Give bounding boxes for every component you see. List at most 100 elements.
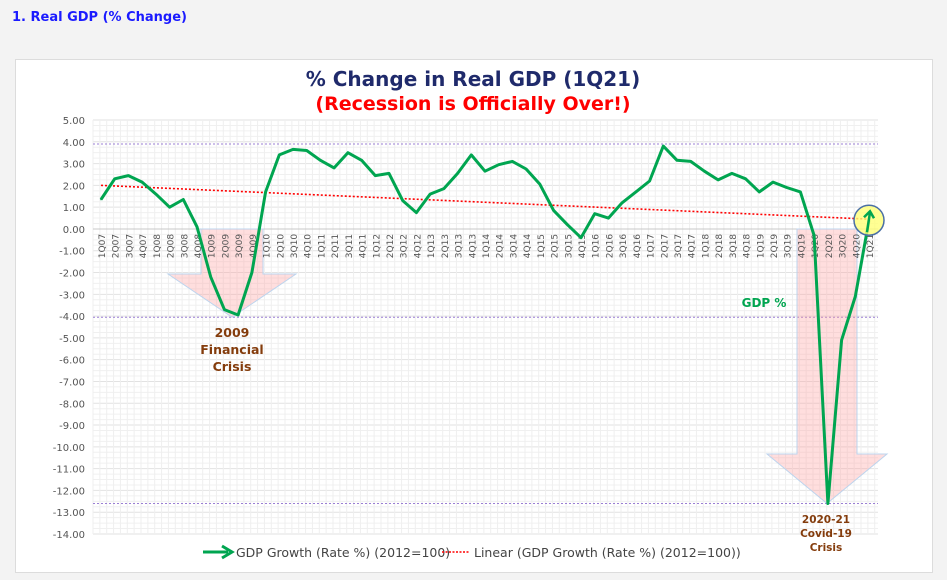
y-tick-label: 3.00 [63,160,85,171]
y-tick-label: -11.00 [53,465,85,476]
x-tick-label: 2Q19 [770,234,780,259]
y-tick-label: -9.00 [59,421,85,432]
reference-lines [93,143,878,504]
y-tick-label: -14.00 [53,530,85,541]
gdp-data-point [593,212,596,215]
gdp-data-point [264,191,267,193]
x-tick-label: 4Q16 [633,234,643,259]
x-tick-label: 4Q15 [578,234,588,258]
x-tick-label: 1Q14 [482,234,492,259]
annotation-text: 2020-21 [802,514,850,526]
x-tick-label: 3Q18 [729,234,739,259]
y-axis-ticks: 5.00 4.00 3.00 2.00 1.00 0.00 -1.00 -2.00 -3.00 -… [53,116,85,541]
gdp-data-point [662,145,665,147]
x-tick-label: 2Q12 [386,234,396,258]
gdp-data-point [717,179,719,181]
gdp-data-point [429,193,431,195]
gdp-data-point [525,168,527,170]
x-tick-label: 3Q15 [564,234,574,258]
x-tick-label: 4Q11 [359,234,369,258]
annotation-text: Covid-19 [800,528,852,540]
x-tick-label: 2Q20 [825,234,835,259]
gdp-data-point [209,276,212,278]
y-tick-label: 0.00 [63,225,85,236]
x-tick-label: 2Q14 [496,234,506,259]
y-tick-label: 1.00 [63,203,85,214]
gdp-data-point [799,191,802,193]
y-tick-label: -12.00 [53,486,85,497]
gdp-data-point [580,236,582,239]
gdp-data-point [607,217,610,219]
x-tick-label: 2Q15 [551,234,561,258]
gdp-data-point [388,172,390,175]
x-tick-label: 2Q17 [660,234,670,258]
gdp-data-point [635,191,637,193]
x-tick-label: 1Q21 [866,234,876,258]
x-tick-label: 1Q16 [592,234,602,259]
x-tick-label: 2Q08 [167,234,177,259]
gdp-data-point [840,339,843,341]
financial-crisis-arrow [166,228,298,318]
gdp-data-point [539,183,541,186]
x-tick-label: 4Q10 [304,234,314,259]
gdp-data-point [333,167,335,169]
gdp-data-point [155,193,157,195]
legend-linear-label: Linear (GDP Growth (Rate %) (2012=100)) [474,545,741,560]
gdp-data-point [443,187,445,190]
trend-line [100,184,870,220]
x-tick-label: 2Q10 [276,234,286,259]
annotations: 2009 Financial Crisis GDP % 2020-21 Covid-19 C… [200,204,885,554]
x-tick-label: 2Q09 [221,234,231,259]
y-tick-label: -4.00 [59,312,85,323]
gdp-data-point [182,198,185,201]
x-tick-label: 4Q13 [468,234,478,258]
x-tick-label: 3Q20 [839,234,849,259]
y-tick-label: 5.00 [63,116,85,127]
x-axis-ticks: 1Q07 2Q07 3Q07 4Q07 1Q08 2Q08 3Q08 4Q08 1Q09 2Q09… [98,234,876,259]
gdp-data-point [676,159,678,162]
chart-title: % Change in Real GDP (1Q21) [306,67,641,91]
y-tick-label: -8.00 [59,399,85,410]
x-tick-label: 1Q08 [153,234,163,259]
x-tick-label: 4Q18 [743,234,753,259]
gdp-data-point [223,308,226,311]
section-heading: 1. Real GDP (% Change) [12,10,187,25]
gdp-data-point [785,186,788,189]
annotation-text: GDP % [742,296,787,310]
x-tick-label: 3Q10 [290,234,300,259]
gdp-data-point [237,314,239,316]
x-tick-label: 3Q14 [509,234,519,259]
y-tick-label: -1.00 [59,247,85,258]
gdp-data-point [319,159,322,162]
gdp-data-point [127,174,130,177]
gdp-data-point [758,191,761,193]
gdp-data-point [703,170,706,173]
gdp-data-point [374,174,377,177]
gdp-data-point [360,159,363,162]
annotation-text: Crisis [213,359,252,374]
gdp-data-point [484,170,486,173]
gdp-data-point [113,178,116,180]
gdp-data-point [415,211,418,214]
gdp-data-point [552,209,555,212]
x-tick-label: 3Q07 [125,234,135,258]
x-tick-label: 4Q08 [194,234,204,259]
x-tick-label: 4Q19 [797,234,807,259]
x-tick-label: 1Q17 [647,234,657,258]
gdp-data-point [566,223,569,226]
x-tick-label: 3Q17 [674,234,684,258]
gdp-data-point [731,172,733,175]
x-tick-label: 1Q11 [317,234,327,258]
x-tick-label: 1Q19 [756,234,766,259]
y-tick-label: 2.00 [63,181,85,192]
gdp-data-point [141,181,143,183]
gdp-data-point [648,180,651,182]
x-tick-label: 3Q16 [619,234,629,259]
legend-gdp-marker [203,544,235,560]
gdp-data-point [827,502,829,505]
x-tick-label: 1Q18 [701,234,711,259]
x-tick-label: 1Q15 [537,234,547,258]
gdp-data-point [251,271,253,274]
x-tick-label: 1Q20 [811,234,821,259]
